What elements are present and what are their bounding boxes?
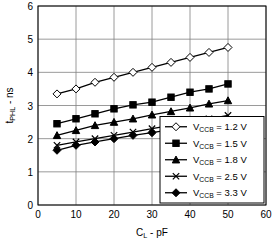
point [92,111,98,117]
y-tick-label: 4 [27,67,33,78]
point [129,131,137,139]
point [167,58,175,66]
point [91,122,98,129]
point [167,108,174,115]
point [91,138,99,146]
grid [38,6,266,205]
series-line [57,47,228,93]
legend-label: VCCB = 1.8 V [193,154,247,166]
legend-label: VCCB = 1.5 V [193,138,247,150]
point [206,86,212,92]
legend-marker [172,156,179,163]
point [72,127,79,134]
y-tick-label: 2 [27,134,33,145]
x-axis-title: CL - pF [136,227,168,240]
plot-frame [38,6,266,205]
point [225,81,231,87]
point [224,97,231,104]
y-tick-label: 5 [27,34,33,45]
y-tick-label: 0 [27,200,33,211]
x-tick-label: 50 [222,209,234,220]
x-tick-label: 30 [146,209,158,220]
legend-box [160,117,264,204]
point [186,104,193,111]
point [168,94,174,100]
point [72,141,80,149]
point [186,53,194,61]
point [111,106,117,112]
legend-label: VCCB = 1.2 V [193,121,247,133]
point [205,100,212,107]
legend: VCCB = 1.2 V VCCB = 1.5 V VCCB = 1.8 V VCCB… [160,117,264,204]
legend-marker [173,140,179,146]
point [110,118,117,125]
point [205,48,213,56]
x-tick-label: 10 [70,209,82,220]
background [0,0,274,245]
y-tick-label: 1 [27,167,33,178]
point [148,111,155,118]
point [129,115,136,122]
point [130,102,136,108]
point [149,99,155,105]
point [187,89,193,95]
point [224,43,232,51]
x-grid-line [76,6,77,205]
chart: 01234560102030405060CL - pFtPHL - nsVCCB… [0,0,274,245]
legend-label: VCCB = 3.3 V [193,187,247,199]
legend-marker [172,123,180,131]
y-axis-title: tPHL - ns [4,87,17,123]
point [53,146,61,154]
point [73,116,79,122]
y-tick-label: 3 [27,101,33,112]
x-tick-label: 40 [184,209,196,220]
y-tick-label: 6 [27,1,33,12]
point [129,68,137,76]
point [72,85,80,93]
point [53,132,60,139]
legend-label: VCCB = 2.5 V [193,171,247,183]
point [148,63,156,71]
point [110,135,118,143]
point [110,73,118,81]
x-tick-label: 60 [260,209,272,220]
legend-marker [172,189,180,197]
x-tick-label: 0 [35,209,41,220]
point [53,90,61,98]
point [148,129,156,137]
point [91,78,99,86]
point [54,121,60,127]
legend-marker [173,173,179,179]
x-tick-label: 20 [108,209,120,220]
